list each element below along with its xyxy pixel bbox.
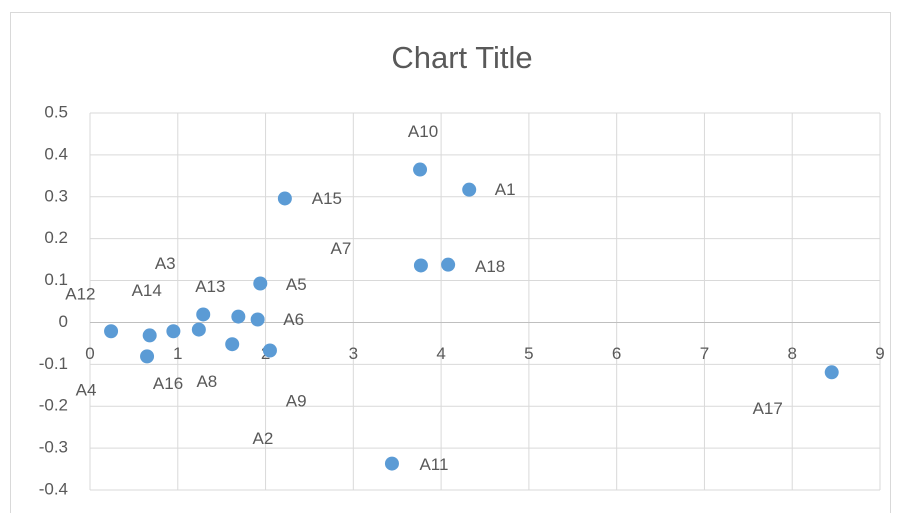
point-label: A4 bbox=[76, 381, 97, 400]
y-tick-label: 0.5 bbox=[44, 102, 68, 121]
point bbox=[104, 324, 118, 338]
point bbox=[166, 324, 180, 338]
x-tick-label: 7 bbox=[700, 344, 709, 363]
point bbox=[143, 328, 157, 342]
chart-title: Chart Title bbox=[391, 40, 532, 75]
point-label: A1 bbox=[495, 180, 516, 199]
point-label: A12 bbox=[65, 285, 95, 304]
point-label: A9 bbox=[286, 392, 307, 411]
point bbox=[462, 183, 476, 197]
x-tick-label: 5 bbox=[524, 344, 533, 363]
point-label: A13 bbox=[195, 277, 225, 296]
point-label: A17 bbox=[753, 399, 783, 418]
y-tick-label: 0 bbox=[59, 312, 68, 331]
point bbox=[413, 163, 427, 177]
point bbox=[278, 191, 292, 205]
point-label: A10 bbox=[408, 122, 438, 141]
point bbox=[253, 276, 267, 290]
point bbox=[385, 457, 399, 471]
point-label: A11 bbox=[419, 455, 448, 474]
y-tick-label: 0.3 bbox=[44, 186, 68, 205]
point bbox=[231, 310, 245, 324]
point bbox=[225, 337, 239, 351]
point bbox=[441, 258, 455, 272]
y-tick-label: -0.2 bbox=[39, 396, 68, 415]
point bbox=[196, 307, 210, 321]
point-label: A15 bbox=[312, 189, 342, 208]
point-label: A5 bbox=[286, 275, 307, 294]
point bbox=[414, 258, 428, 272]
x-tick-label: 0 bbox=[85, 344, 94, 363]
point bbox=[192, 323, 206, 337]
point-label: A8 bbox=[196, 372, 217, 391]
y-tick-label: -0.3 bbox=[39, 438, 68, 457]
x-tick-label: 9 bbox=[875, 344, 884, 363]
x-tick-label: 4 bbox=[436, 344, 445, 363]
point-label: A16 bbox=[153, 374, 183, 393]
y-tick-label: -0.4 bbox=[39, 479, 68, 498]
chart: Chart Title 0123456789-0.4-0.3-0.2-0.100… bbox=[0, 0, 901, 513]
x-tick-label: 6 bbox=[612, 344, 621, 363]
point-label: A18 bbox=[475, 257, 505, 276]
y-tick-label: -0.1 bbox=[39, 354, 68, 373]
point bbox=[263, 344, 277, 358]
point-label: A3 bbox=[155, 254, 176, 273]
point bbox=[825, 365, 839, 379]
point-label: A14 bbox=[132, 281, 162, 300]
x-tick-label: 8 bbox=[787, 344, 796, 363]
point-label: A6 bbox=[283, 310, 304, 329]
point bbox=[140, 349, 154, 363]
y-tick-label: 0.2 bbox=[44, 228, 68, 247]
point bbox=[251, 313, 265, 327]
y-tick-label: 0.4 bbox=[44, 144, 68, 163]
point-label: A2 bbox=[253, 429, 274, 448]
x-tick-label: 1 bbox=[173, 344, 182, 363]
x-tick-label: 3 bbox=[349, 344, 358, 363]
page: {"chart_data": {"type": "scatter", "titl… bbox=[0, 0, 901, 513]
point-label: A7 bbox=[331, 239, 352, 258]
